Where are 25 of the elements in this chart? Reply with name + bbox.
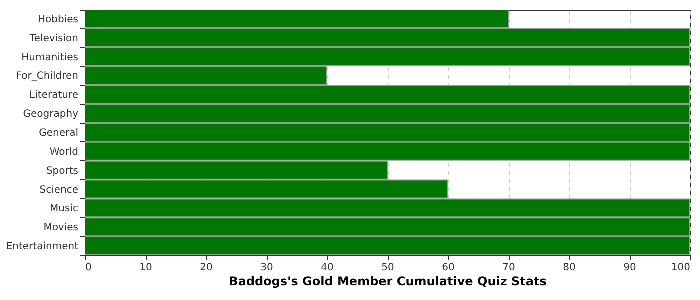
y-tick-label: Science (40, 184, 78, 196)
y-tick-label: Humanities (22, 52, 78, 64)
y-tick-label: Sports (46, 166, 78, 177)
x-axis-title: Baddogs's Gold Member Cumulative Quiz Stats (229, 274, 547, 288)
y-tick-label: Literature (30, 90, 78, 102)
y-tick-label: For_Children (16, 71, 78, 82)
x-tick-label: 10 (140, 262, 152, 274)
y-tick-label: Entertainment (6, 242, 79, 253)
x-tick-label: 40 (321, 262, 334, 274)
y-tick-label: Hobbies (38, 14, 78, 26)
y-tick-label: Music (50, 204, 78, 215)
x-tick-label: 0 (86, 262, 92, 274)
y-tick-label: Geography (23, 109, 79, 120)
x-tick-label: 20 (200, 262, 213, 274)
x-tick-label: 30 (260, 262, 274, 274)
x-tick-label: 70 (502, 262, 516, 274)
x-tick-label: 90 (624, 262, 636, 274)
x-tick-label: 80 (563, 262, 576, 274)
y-tick-label: Movies (44, 222, 78, 234)
x-tick-label: 60 (442, 262, 455, 274)
x-tick-label: 100 (671, 262, 690, 274)
y-tick-label: General (39, 128, 78, 139)
x-tick-label: 50 (382, 262, 394, 274)
y-tick-label: World (50, 146, 78, 158)
y-tick-label: Television (28, 33, 78, 44)
